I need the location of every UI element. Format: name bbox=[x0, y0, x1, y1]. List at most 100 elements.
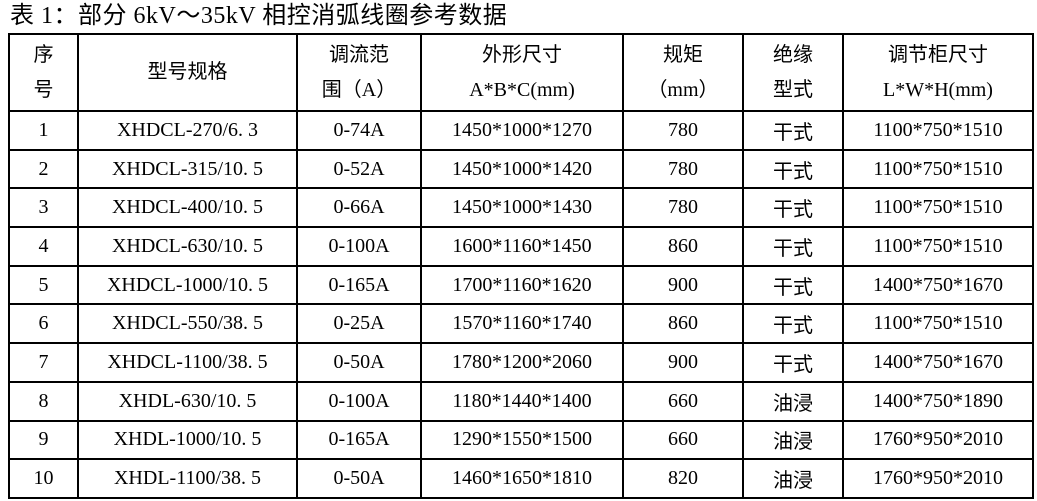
cell-dimensions: 1780*1200*2060 bbox=[420, 342, 624, 383]
cell-current-range: 0-165A bbox=[296, 264, 422, 306]
cell-dimensions: 1450*1000*1270 bbox=[420, 110, 624, 151]
cell-model: XHDL-630/10. 5 bbox=[77, 380, 298, 422]
cell-insulation: 干式 bbox=[742, 148, 844, 190]
table-row: 3 XHDCL-400/10. 5 0-66A 1450*1000*1430 780 干式… bbox=[8, 187, 1034, 229]
table-body: 1 XHDCL-270/6. 3 0-74A 1450*1000*1270 780 干式 1… bbox=[8, 110, 1034, 499]
cell-cabinet-size: 1100*750*1510 bbox=[842, 226, 1034, 267]
cell-insulation: 干式 bbox=[742, 303, 844, 345]
col-header-insulation: 绝缘 型式 bbox=[742, 33, 844, 112]
cell-serial: 10 bbox=[8, 458, 79, 499]
cell-current-range: 0-100A bbox=[296, 380, 422, 422]
cell-insulation: 油浸 bbox=[742, 380, 844, 422]
cell-insulation: 干式 bbox=[742, 110, 844, 151]
col-header-cabinet-size-line2: L*W*H(mm) bbox=[883, 78, 993, 101]
cell-insulation: 干式 bbox=[742, 187, 844, 229]
cell-insulation: 油浸 bbox=[742, 458, 844, 499]
cell-serial: 5 bbox=[8, 264, 79, 306]
cell-current-range: 0-52A bbox=[296, 148, 422, 190]
cell-model: XHDL-1000/10. 5 bbox=[77, 419, 298, 461]
cell-model: XHDCL-630/10. 5 bbox=[77, 226, 298, 267]
header-row: 序 号 型号规格 调流范 围（A） 外形尺寸 A*B*C(mm) 规矩 （mm）… bbox=[8, 33, 1034, 112]
col-header-dimensions-line2: A*B*C(mm) bbox=[469, 78, 575, 101]
col-header-model: 型号规格 bbox=[77, 33, 298, 112]
col-header-dimensions-line1: 外形尺寸 bbox=[482, 43, 562, 66]
col-header-insulation-line2: 型式 bbox=[773, 78, 813, 101]
table-row: 10 XHDL-1100/38. 5 0-50A 1460*1650*1810 820 油… bbox=[8, 458, 1034, 499]
cell-dimensions: 1700*1160*1620 bbox=[420, 264, 624, 306]
reference-data-table: 序 号 型号规格 调流范 围（A） 外形尺寸 A*B*C(mm) 规矩 （mm）… bbox=[8, 33, 1034, 499]
cell-gauge: 780 bbox=[622, 187, 744, 229]
cell-insulation: 干式 bbox=[742, 226, 844, 267]
cell-serial: 4 bbox=[8, 226, 79, 267]
cell-gauge: 780 bbox=[622, 148, 744, 190]
cell-dimensions: 1600*1160*1450 bbox=[420, 226, 624, 267]
col-header-current-range: 调流范 围（A） bbox=[296, 33, 422, 112]
cell-insulation: 油浸 bbox=[742, 419, 844, 461]
col-header-gauge-line2: （mm） bbox=[647, 78, 719, 101]
cell-serial: 9 bbox=[8, 419, 79, 461]
col-header-current-range-line1: 调流范 bbox=[329, 43, 389, 66]
col-header-insulation-line1: 绝缘 bbox=[773, 43, 813, 66]
cell-gauge: 860 bbox=[622, 303, 744, 345]
cell-cabinet-size: 1400*750*1670 bbox=[842, 264, 1034, 306]
cell-serial: 7 bbox=[8, 342, 79, 383]
cell-insulation: 干式 bbox=[742, 342, 844, 383]
cell-dimensions: 1180*1440*1400 bbox=[420, 380, 624, 422]
table-header: 序 号 型号规格 调流范 围（A） 外形尺寸 A*B*C(mm) 规矩 （mm）… bbox=[8, 33, 1034, 112]
cell-current-range: 0-50A bbox=[296, 342, 422, 383]
cell-model: XHDCL-550/38. 5 bbox=[77, 303, 298, 345]
cell-model: XHDCL-270/6. 3 bbox=[77, 110, 298, 151]
cell-dimensions: 1290*1550*1500 bbox=[420, 419, 624, 461]
cell-model: XHDL-1100/38. 5 bbox=[77, 458, 298, 499]
cell-cabinet-size: 1760*950*2010 bbox=[842, 458, 1034, 499]
cell-insulation: 干式 bbox=[742, 264, 844, 306]
cell-model: XHDCL-315/10. 5 bbox=[77, 148, 298, 190]
cell-serial: 6 bbox=[8, 303, 79, 345]
cell-gauge: 860 bbox=[622, 226, 744, 267]
col-header-serial: 序 号 bbox=[8, 33, 79, 112]
cell-serial: 3 bbox=[8, 187, 79, 229]
table-row: 2 XHDCL-315/10. 5 0-52A 1450*1000*1420 780 干式… bbox=[8, 148, 1034, 190]
cell-gauge: 900 bbox=[622, 264, 744, 306]
cell-dimensions: 1450*1000*1430 bbox=[420, 187, 624, 229]
col-header-gauge: 规矩 （mm） bbox=[622, 33, 744, 112]
cell-cabinet-size: 1400*750*1670 bbox=[842, 342, 1034, 383]
cell-dimensions: 1460*1650*1810 bbox=[420, 458, 624, 499]
cell-current-range: 0-50A bbox=[296, 458, 422, 499]
cell-gauge: 780 bbox=[622, 110, 744, 151]
cell-gauge: 660 bbox=[622, 419, 744, 461]
table-row: 6 XHDCL-550/38. 5 0-25A 1570*1160*1740 860 干式… bbox=[8, 303, 1034, 345]
cell-serial: 2 bbox=[8, 148, 79, 190]
cell-model: XHDCL-1000/10. 5 bbox=[77, 264, 298, 306]
cell-serial: 1 bbox=[8, 110, 79, 151]
cell-dimensions: 1450*1000*1420 bbox=[420, 148, 624, 190]
cell-current-range: 0-66A bbox=[296, 187, 422, 229]
cell-current-range: 0-165A bbox=[296, 419, 422, 461]
page-title: 表 1：部分 6kV～35kV 相控消弧线圈参考数据 bbox=[10, 3, 508, 29]
cell-model: XHDCL-400/10. 5 bbox=[77, 187, 298, 229]
table-row: 5 XHDCL-1000/10. 5 0-165A 1700*1160*1620 900… bbox=[8, 264, 1034, 306]
cell-cabinet-size: 1760*950*2010 bbox=[842, 419, 1034, 461]
cell-cabinet-size: 1400*750*1890 bbox=[842, 380, 1034, 422]
cell-cabinet-size: 1100*750*1510 bbox=[842, 187, 1034, 229]
cell-dimensions: 1570*1160*1740 bbox=[420, 303, 624, 345]
table-row: 7 XHDCL-1100/38. 5 0-50A 1780*1200*2060 900 干… bbox=[8, 342, 1034, 383]
cell-cabinet-size: 1100*750*1510 bbox=[842, 303, 1034, 345]
col-header-serial-line1: 序 bbox=[33, 43, 54, 66]
cell-gauge: 660 bbox=[622, 380, 744, 422]
cell-serial: 8 bbox=[8, 380, 79, 422]
cell-gauge: 900 bbox=[622, 342, 744, 383]
table-row: 8 XHDL-630/10. 5 0-100A 1180*1440*1400 660 油浸… bbox=[8, 380, 1034, 422]
table-row: 4 XHDCL-630/10. 5 0-100A 1600*1160*1450 860 干… bbox=[8, 226, 1034, 267]
table-row: 9 XHDL-1000/10. 5 0-165A 1290*1550*1500 660 油… bbox=[8, 419, 1034, 461]
col-header-dimensions: 外形尺寸 A*B*C(mm) bbox=[420, 33, 624, 112]
cell-cabinet-size: 1100*750*1510 bbox=[842, 110, 1034, 151]
cell-current-range: 0-25A bbox=[296, 303, 422, 345]
col-header-serial-line2: 号 bbox=[33, 78, 54, 101]
col-header-cabinet-size: 调节柜尺寸 L*W*H(mm) bbox=[842, 33, 1034, 112]
cell-cabinet-size: 1100*750*1510 bbox=[842, 148, 1034, 190]
col-header-current-range-line2: 围（A） bbox=[321, 78, 397, 101]
cell-current-range: 0-74A bbox=[296, 110, 422, 151]
col-header-cabinet-size-line1: 调节柜尺寸 bbox=[888, 43, 988, 66]
col-header-model-line1: 型号规格 bbox=[147, 61, 228, 83]
